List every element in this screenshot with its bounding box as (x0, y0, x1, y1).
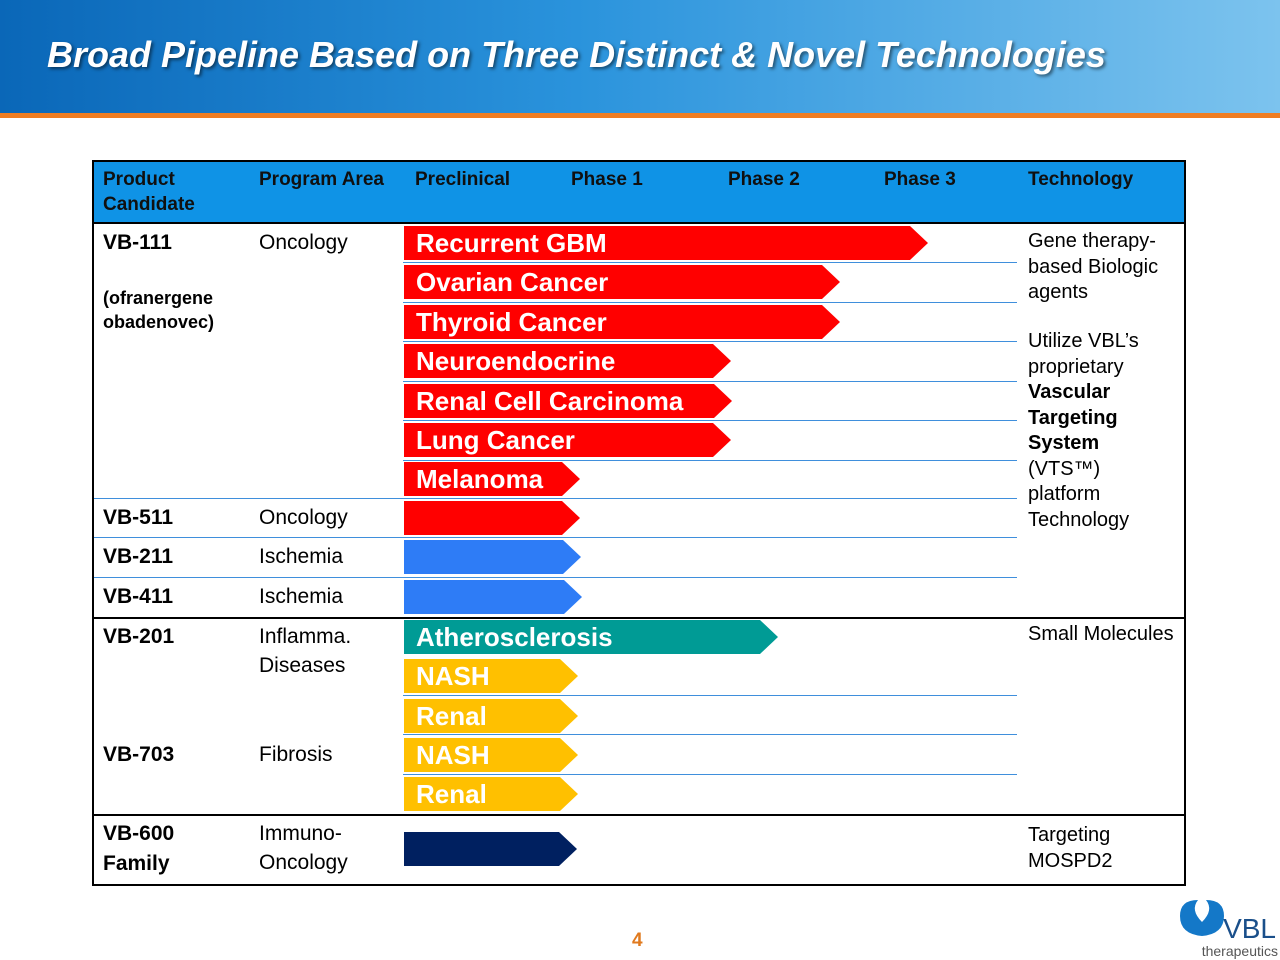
pipeline-arrow: Renal (404, 777, 578, 811)
product-name: VB-411 (103, 585, 174, 608)
column-header: Phase 1 (571, 169, 643, 190)
pipeline-arrow: Renal Cell Carcinoma (404, 384, 732, 418)
row-rule (403, 381, 1017, 382)
technology-part: Vascular Targeting System (1028, 381, 1118, 454)
program-area: Oncology (259, 231, 348, 254)
product-name: VB-600 Family (103, 822, 175, 875)
column-header: Product Candidate (103, 169, 195, 215)
indication-label: NASH (416, 740, 490, 770)
logo-icon (1180, 900, 1224, 936)
technology-text: Gene therapy-based Biologic agents (1028, 229, 1178, 306)
column-header: Program Area (259, 169, 384, 190)
page-number: 4 (632, 930, 643, 951)
row-rule (403, 460, 1017, 461)
technology-text: Utilize VBL’s proprietary Vascular Target… (1028, 329, 1178, 533)
indication-label: Renal (416, 779, 487, 809)
indication-label: Recurrent GBM (416, 228, 607, 258)
technology-part: (VTS™) platform Technology (1028, 457, 1130, 531)
column-header: Phase 2 (728, 169, 800, 190)
pipeline-arrow (404, 501, 580, 535)
row-rule (403, 774, 1017, 775)
pipeline-arrow (404, 540, 581, 574)
indication-label: Melanoma (416, 464, 544, 494)
pipeline-arrow: NASH (404, 738, 578, 772)
pipeline-arrow: Ovarian Cancer (404, 265, 840, 299)
row-rule (403, 262, 1017, 263)
indication-label: Renal (416, 701, 487, 731)
product-name: VB-511 (103, 506, 174, 529)
technology-part: Gene therapy-based Biologic agents (1028, 230, 1159, 303)
program-area: Inflamma. Diseases (259, 625, 352, 677)
group-rule (94, 617, 1184, 619)
technology-text: Small Molecules (1028, 622, 1178, 648)
product-name: VB-211 (103, 545, 174, 568)
header-rule (0, 113, 1280, 118)
column-header: Technology (1028, 169, 1134, 190)
indication-label: Thyroid Cancer (416, 307, 607, 337)
technology-part: Small Molecules (1028, 623, 1174, 645)
program-area: Ischemia (259, 585, 344, 608)
indication-label: Neuroendocrine (416, 346, 616, 376)
indication-label: NASH (416, 661, 490, 691)
pipeline-table (92, 160, 1186, 886)
pipeline-arrow: Neuroendocrine (404, 344, 731, 378)
row-rule (403, 695, 1017, 696)
row-rule (403, 341, 1017, 342)
product-name: VB-111 (103, 231, 172, 254)
pipeline-arrow: Atherosclerosis (404, 620, 778, 654)
indication-label: Lung Cancer (416, 425, 575, 455)
pipeline-arrow (404, 832, 577, 866)
pipeline-arrow: NASH (404, 659, 578, 693)
product-note: (ofranergene obadenovec) (103, 288, 215, 332)
row-rule (403, 302, 1017, 303)
program-area: Oncology (259, 506, 348, 529)
pipeline-arrow: Renal (404, 699, 578, 733)
logo: VBL therapeutics (1180, 900, 1278, 959)
program-area: Immuno-Oncology (259, 822, 348, 874)
column-header: Preclinical (415, 169, 511, 190)
pipeline-arrow: Thyroid Cancer (404, 305, 840, 339)
group-rule (94, 814, 1184, 816)
table-header (94, 162, 1184, 224)
row-rule (94, 537, 1017, 538)
logo-subtitle: therapeutics (1202, 943, 1278, 959)
column-header: Phase 3 (884, 169, 956, 190)
indication-label: Atherosclerosis (416, 622, 613, 652)
program-area: Fibrosis (259, 743, 333, 766)
row-rule (94, 577, 1017, 578)
technology-text: Targeting MOSPD2 (1028, 823, 1178, 874)
pipeline-arrow: Lung Cancer (404, 423, 731, 457)
indication-label: Ovarian Cancer (416, 267, 609, 297)
pipeline-arrow: Melanoma (404, 462, 580, 496)
program-area: Ischemia (259, 545, 344, 568)
pipeline-arrow: Recurrent GBM (404, 226, 928, 260)
slide-title: Broad Pipeline Based on Three Distinct &… (47, 34, 1106, 75)
technology-part: Utilize VBL’s proprietary (1028, 330, 1139, 378)
row-rule (403, 420, 1017, 421)
pipeline-arrow (404, 580, 582, 614)
row-rule (94, 498, 1017, 499)
technology-part: Targeting MOSPD2 (1028, 824, 1113, 872)
indication-label: Renal Cell Carcinoma (416, 386, 684, 416)
header-band (0, 0, 1280, 113)
product-name: VB-201 (103, 625, 175, 648)
row-rule (403, 734, 1017, 735)
logo-text: VBL (1223, 913, 1276, 944)
product-name: VB-703 (103, 743, 175, 766)
